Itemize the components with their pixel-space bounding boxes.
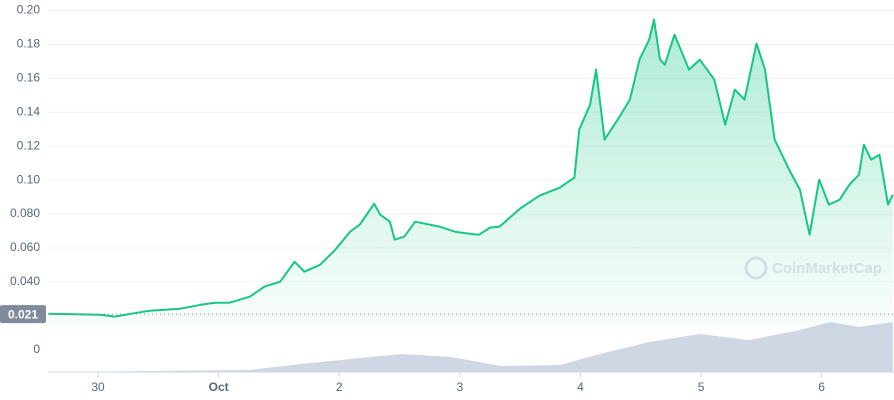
y-tick-label: 0.060 bbox=[10, 240, 40, 254]
x-tick-label: 3 bbox=[457, 380, 464, 394]
x-tick-label: 5 bbox=[698, 380, 705, 394]
watermark: CoinMarketCap bbox=[744, 256, 882, 280]
y-tick-label: 0.040 bbox=[10, 274, 40, 288]
x-tick-label: 2 bbox=[336, 380, 343, 394]
y-tick-label: 0.12 bbox=[17, 138, 41, 152]
y-tick-label: 0.14 bbox=[17, 104, 41, 118]
price-line bbox=[48, 18, 894, 318]
x-tick-label: 4 bbox=[577, 380, 584, 394]
volume-tick-label: 0 bbox=[33, 342, 40, 356]
volume bbox=[48, 322, 893, 372]
current-price-badge bbox=[0, 305, 46, 324]
volume-area bbox=[48, 322, 893, 372]
y-tick-label: 0.20 bbox=[17, 3, 41, 17]
watermark-logo bbox=[744, 256, 768, 280]
x-tick-label: 30 bbox=[91, 380, 105, 394]
y-tick-label: 0.10 bbox=[17, 172, 41, 186]
axes: 0.20 0.18 0.16 0.14 0.12 0.10 0.080 0.060 0.040 3… bbox=[0, 3, 894, 394]
x-tick-label: 6 bbox=[818, 380, 825, 394]
x-tick-label: Oct bbox=[209, 380, 229, 394]
plot bbox=[48, 18, 894, 330]
watermark-text: CoinMarketCap bbox=[772, 260, 882, 277]
current-price-label: 0.021 bbox=[8, 307, 38, 321]
price-area bbox=[48, 19, 893, 330]
y-tick-label: 0.080 bbox=[10, 206, 40, 220]
y-tick-label: 0.16 bbox=[17, 71, 41, 85]
y-tick-label: 0.18 bbox=[17, 37, 41, 51]
